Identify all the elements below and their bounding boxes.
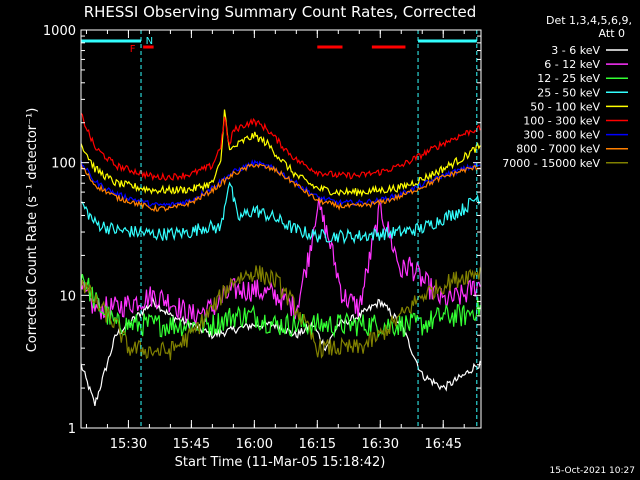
series-line-3 <box>80 273 481 339</box>
chart-title: RHESSI Observing Summary Count Rates, Co… <box>84 3 477 21</box>
overlay-layer: FN <box>81 30 478 428</box>
x-tick-label-6: 16:45 <box>424 437 461 452</box>
series-line-4 <box>80 181 481 245</box>
y-tick-label-1: 1 <box>68 422 76 437</box>
y-tick-label-3: 100 <box>51 157 76 172</box>
legend-label-4: 25 - 50 keV <box>537 86 600 99</box>
series-line-2 <box>80 196 481 325</box>
legend-label-8: 800 - 7000 keV <box>516 143 600 156</box>
x-tick-label-5: 16:30 <box>362 437 399 452</box>
legend-label-3: 12 - 25 keV <box>537 72 600 85</box>
y-axis-label: Corrected Count Rate (s⁻¹ detector⁻¹) <box>25 108 40 353</box>
plot-frame <box>80 29 482 429</box>
legend-label-2: 6 - 12 keV <box>544 58 600 71</box>
legend-label-5: 50 - 100 keV <box>530 100 600 113</box>
x-axis-label: Start Time (11-Mar-05 15:18:42) <box>175 455 386 470</box>
axis-layer: 15:30 15:45 16:00 16:15 16:30 16:45 1 10 100 1000 <box>43 24 482 452</box>
series-layer <box>80 109 481 407</box>
legend-label-7: 300 - 800 keV <box>523 129 600 142</box>
legend-label-9: 7000 - 15000 keV <box>502 157 600 170</box>
x-tick-label-1: 15:30 <box>110 437 147 452</box>
series-line-9 <box>80 265 481 361</box>
series-line-5 <box>80 109 481 198</box>
legend-label-1: 3 - 6 keV <box>551 44 600 57</box>
series-line-8 <box>80 163 481 212</box>
x-tick-label-4: 16:15 <box>299 437 336 452</box>
x-tick-label-2: 15:45 <box>173 437 210 452</box>
y-tick-label-2: 10 <box>59 289 76 304</box>
legend-header-line-1: Det 1,3,4,5,6,9, <box>546 14 632 27</box>
x-tick-label-3: 16:00 <box>236 437 273 452</box>
legend-label-6: 100 - 300 keV <box>523 115 600 128</box>
footer-timestamp: 15-Oct-2021 10:27 <box>550 466 635 476</box>
y-tick-label-4: 1000 <box>43 24 76 39</box>
flag-label-f: F <box>130 44 136 55</box>
flag-label-n: N <box>146 36 153 47</box>
legend-header-line-2: Att 0 <box>599 27 625 40</box>
series-line-6 <box>80 112 481 182</box>
